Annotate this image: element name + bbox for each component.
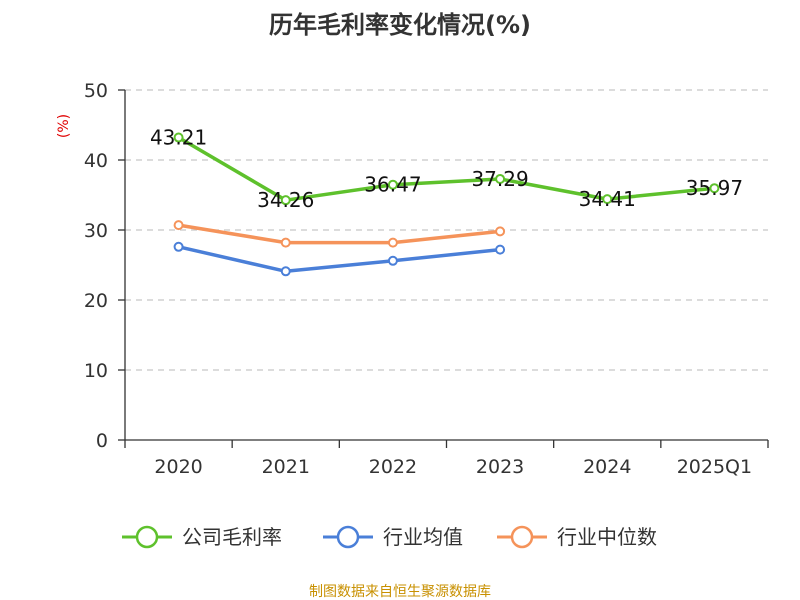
data-point	[495, 226, 506, 237]
data-point	[173, 132, 184, 143]
data-point	[173, 241, 184, 252]
data-label: 35.97	[686, 176, 743, 200]
data-point	[173, 220, 184, 231]
series-line	[176, 245, 502, 274]
data-point	[280, 195, 291, 206]
series-line	[176, 135, 717, 202]
x-tick-label: 2020	[154, 456, 202, 478]
legend-marker	[510, 525, 534, 549]
y-tick-label: 30	[84, 220, 108, 242]
data-labels: 43.21 34.26 36.47 37.29 34.41 35.97	[150, 126, 743, 213]
legend-label: 行业均值	[383, 525, 463, 549]
x-tick-label: 2025Q1	[677, 456, 752, 478]
series-line	[176, 223, 502, 245]
data-point	[495, 244, 506, 255]
y-tick-label: 20	[84, 290, 108, 312]
data-point	[709, 183, 720, 194]
data-point	[280, 266, 291, 277]
data-label: 43.21	[150, 126, 207, 150]
data-point	[387, 255, 398, 266]
data-source-note: 制图数据来自恒生聚源数据库	[309, 584, 491, 600]
x-tick-label: 2023	[476, 456, 524, 478]
grid-lines	[125, 89, 768, 371]
y-tick-label: 10	[84, 360, 108, 382]
data-point	[495, 173, 506, 184]
y-tick-label: 0	[96, 430, 108, 452]
y-tick-label: 50	[84, 80, 108, 102]
axes: 0 10 20 30 40 50 2020 2021 2022 2023 2024 2025Q1	[84, 80, 769, 478]
data-label: 34.26	[257, 188, 314, 212]
chart-title: 历年毛利率变化情况(%)	[269, 11, 531, 39]
legend-marker	[336, 525, 360, 549]
series-lines	[173, 132, 720, 277]
legend-label: 公司毛利率	[182, 525, 282, 549]
data-label: 34.41	[579, 187, 636, 211]
x-tick-label: 2024	[583, 456, 631, 478]
legend: 公司毛利率 行业均值 行业中位数	[122, 525, 657, 549]
x-tick-label: 2021	[262, 456, 310, 478]
data-label: 36.47	[364, 173, 421, 197]
data-point	[387, 237, 398, 248]
legend-marker	[135, 525, 159, 549]
y-tick-label: 40	[84, 150, 108, 172]
data-point	[280, 237, 291, 248]
data-point	[387, 179, 398, 190]
legend-label: 行业中位数	[557, 525, 657, 549]
data-label: 37.29	[471, 167, 528, 191]
y-axis-unit-label: (%)	[56, 114, 72, 138]
x-tick-label: 2022	[369, 456, 417, 478]
data-point	[602, 194, 613, 205]
